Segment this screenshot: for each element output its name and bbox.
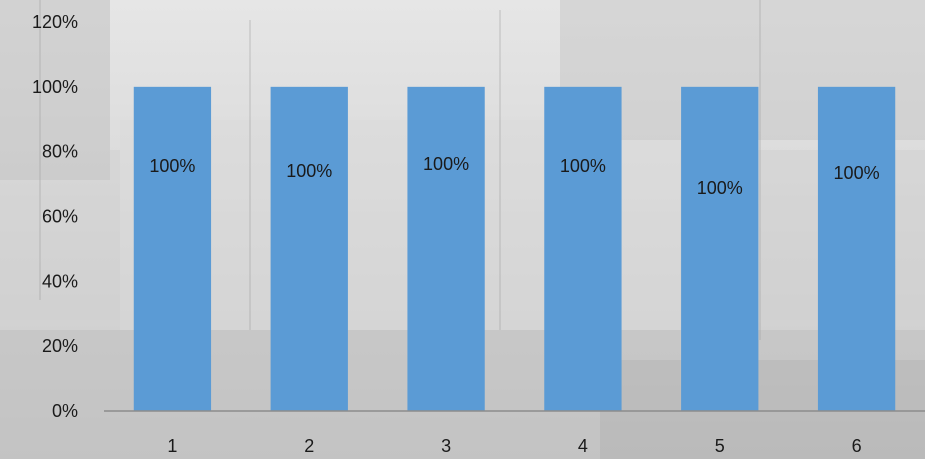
y-tick-label: 40% (42, 271, 78, 291)
bar-data-label: 100% (834, 163, 880, 183)
bar (544, 87, 621, 411)
y-tick-label: 60% (42, 207, 78, 227)
bar (681, 87, 758, 411)
data-labels: 100% 100% 100% 100% 100% 100% (149, 154, 879, 198)
bar (271, 87, 348, 411)
x-tick-label: 1 (167, 436, 177, 456)
y-tick-label: 120% (32, 12, 78, 32)
bar-data-label: 100% (149, 156, 195, 176)
y-tick-label: 20% (42, 336, 78, 356)
x-tick-label: 4 (578, 436, 588, 456)
y-axis-tick-labels: 0% 20% 40% 60% 80% 100% 120% (32, 12, 78, 421)
bar (407, 87, 484, 411)
x-tick-label: 3 (441, 436, 451, 456)
y-tick-label: 80% (42, 142, 78, 162)
x-tick-label: 2 (304, 436, 314, 456)
bar (134, 87, 211, 411)
bar (818, 87, 895, 411)
bar-data-label: 100% (560, 156, 606, 176)
x-tick-label: 6 (852, 436, 862, 456)
bar-data-label: 100% (697, 178, 743, 198)
bar-data-label: 100% (286, 161, 332, 181)
bars-group (134, 87, 895, 411)
x-axis-tick-labels: 1 2 3 4 5 6 (167, 436, 861, 456)
bar-data-label: 100% (423, 154, 469, 174)
y-tick-label: 100% (32, 77, 78, 97)
y-tick-label: 0% (52, 401, 78, 421)
x-tick-label: 5 (715, 436, 725, 456)
